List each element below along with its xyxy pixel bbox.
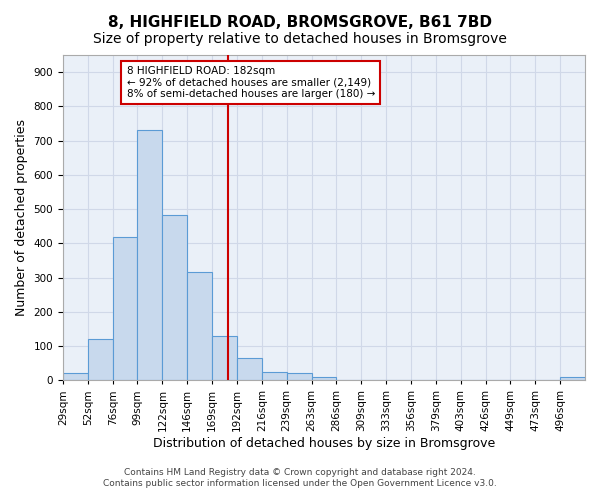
Bar: [287, 374, 311, 380]
Y-axis label: Number of detached properties: Number of detached properties: [15, 119, 28, 316]
Bar: [237, 358, 262, 380]
Bar: [63, 374, 88, 380]
Text: 8 HIGHFIELD ROAD: 182sqm
← 92% of detached houses are smaller (2,149)
8% of semi: 8 HIGHFIELD ROAD: 182sqm ← 92% of detach…: [127, 66, 375, 99]
Bar: [311, 377, 337, 380]
Bar: [163, 215, 187, 380]
Bar: [262, 372, 287, 380]
Bar: [187, 272, 212, 380]
Bar: [137, 130, 163, 380]
X-axis label: Distribution of detached houses by size in Bromsgrove: Distribution of detached houses by size …: [153, 437, 495, 450]
Bar: [212, 336, 237, 380]
Text: Contains HM Land Registry data © Crown copyright and database right 2024.
Contai: Contains HM Land Registry data © Crown c…: [103, 468, 497, 487]
Bar: [88, 338, 113, 380]
Bar: [113, 237, 137, 380]
Text: 8, HIGHFIELD ROAD, BROMSGROVE, B61 7BD: 8, HIGHFIELD ROAD, BROMSGROVE, B61 7BD: [108, 15, 492, 30]
Text: Size of property relative to detached houses in Bromsgrove: Size of property relative to detached ho…: [93, 32, 507, 46]
Bar: [560, 377, 585, 380]
